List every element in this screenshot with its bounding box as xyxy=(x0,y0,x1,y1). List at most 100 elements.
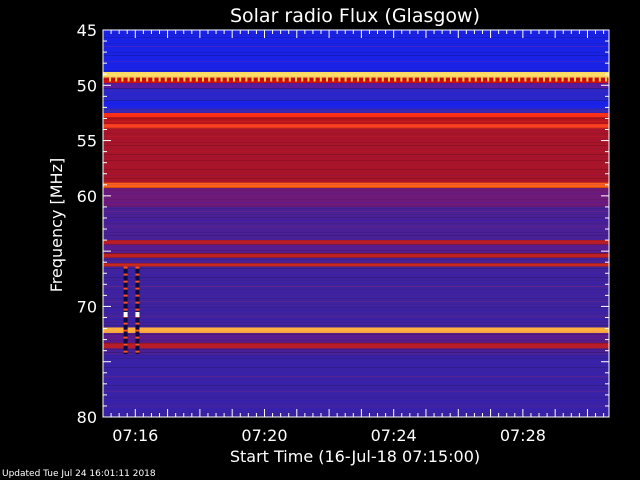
marker-dot xyxy=(127,77,130,82)
texture-line xyxy=(103,214,609,215)
texture-line xyxy=(103,103,609,104)
marker-dot xyxy=(431,77,434,82)
texture-line xyxy=(103,133,609,134)
texture-line xyxy=(103,280,609,281)
texture-line xyxy=(103,115,609,116)
marker-dot xyxy=(270,77,273,82)
interference-segment xyxy=(135,294,140,297)
band-14 xyxy=(103,240,609,245)
axis-ticks xyxy=(102,29,609,418)
marker-dot xyxy=(574,77,576,82)
texture-line xyxy=(103,406,609,407)
marker-dot xyxy=(555,77,558,82)
marker-dot xyxy=(115,77,118,82)
marker-dot xyxy=(350,77,353,82)
marker-dot xyxy=(288,77,291,82)
texture-line xyxy=(103,112,609,113)
interference-segment xyxy=(135,280,140,283)
marker-dot xyxy=(109,77,111,82)
y-tick-label: 45 xyxy=(77,21,97,40)
texture-line xyxy=(103,40,609,41)
updated-timestamp: Updated Tue Jul 24 16:01:11 2018 xyxy=(2,469,156,479)
texture-line xyxy=(103,154,609,155)
texture-line xyxy=(103,244,609,245)
texture-line xyxy=(103,202,609,203)
band-5 xyxy=(103,100,609,109)
texture-line xyxy=(103,334,609,335)
band-20 xyxy=(103,327,609,333)
texture-line xyxy=(103,199,609,200)
texture-line xyxy=(103,403,609,404)
interference-segment xyxy=(135,287,140,290)
marker-dot xyxy=(375,77,378,82)
texture-line xyxy=(103,226,609,227)
marker-dot xyxy=(220,77,223,82)
marker-dot xyxy=(419,77,421,82)
marker-dot xyxy=(524,77,527,82)
texture-line xyxy=(103,151,609,152)
x-tick-label: 07:20 xyxy=(241,426,287,445)
marker-dot xyxy=(505,77,508,82)
texture-line xyxy=(103,235,609,236)
texture-line xyxy=(103,82,609,83)
texture-line xyxy=(103,184,609,185)
marker-dot xyxy=(282,77,285,82)
texture-line xyxy=(103,181,609,182)
texture-line xyxy=(103,322,609,323)
interference-segment xyxy=(123,350,128,353)
marker-dot xyxy=(214,77,217,82)
texture-line xyxy=(103,106,609,107)
marker-dot xyxy=(357,77,359,82)
texture-line xyxy=(103,277,609,278)
band-0 xyxy=(103,30,609,73)
texture-line xyxy=(103,310,609,311)
texture-line xyxy=(103,337,609,338)
texture-line xyxy=(103,247,609,248)
texture-line xyxy=(103,91,609,92)
plot-frame xyxy=(102,29,610,418)
y-tick-labels: 45 50 55 60 70 80 xyxy=(77,21,97,427)
interference-segment xyxy=(123,329,128,332)
marker-dot xyxy=(592,77,595,82)
texture-line xyxy=(103,109,609,110)
marker-dot xyxy=(276,77,279,82)
interference-segment xyxy=(135,329,140,332)
texture-line xyxy=(103,61,609,62)
interference-segment xyxy=(135,266,140,269)
texture-line xyxy=(103,250,609,251)
marker-dot xyxy=(183,77,186,82)
texture-line xyxy=(103,145,609,146)
texture-line xyxy=(103,289,609,290)
marker-dot xyxy=(233,77,235,82)
texture-line xyxy=(103,373,609,374)
texture-line xyxy=(103,148,609,149)
texture-line xyxy=(103,238,609,239)
interference-highlight xyxy=(123,311,128,317)
texture-line xyxy=(103,76,609,77)
texture-line xyxy=(103,385,609,386)
marker-dot xyxy=(338,77,341,82)
band-2 xyxy=(103,77,609,84)
marker-dot xyxy=(369,77,372,82)
texture-line xyxy=(103,412,609,413)
texture-line xyxy=(103,316,609,317)
marker-dot xyxy=(245,77,248,82)
texture-line xyxy=(103,346,609,347)
texture-line xyxy=(103,268,609,269)
marker-dot xyxy=(171,77,173,82)
band-4 xyxy=(103,88,609,101)
marker-dot xyxy=(301,77,304,82)
marker-dot xyxy=(580,77,583,82)
texture-line xyxy=(103,298,609,299)
marker-dot xyxy=(189,77,192,82)
texture-line xyxy=(103,292,609,293)
interference-segment xyxy=(135,301,140,304)
marker-dot xyxy=(443,77,446,82)
band-15 xyxy=(103,244,609,254)
band-3 xyxy=(103,83,609,89)
marker-dot xyxy=(226,77,229,82)
marker-dot xyxy=(406,77,409,82)
interference-segment xyxy=(123,280,128,283)
marker-dot xyxy=(164,77,167,82)
